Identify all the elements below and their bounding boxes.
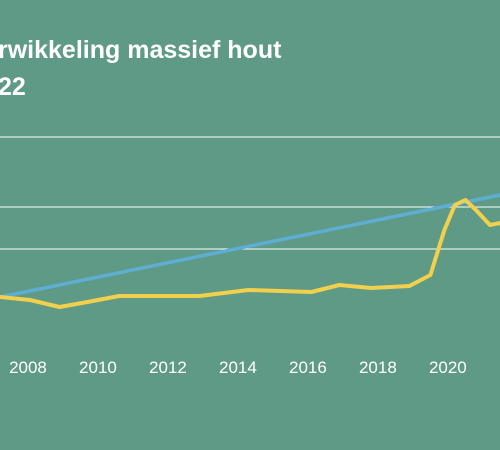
x-tick-label: 2014	[219, 358, 257, 377]
x-tick-label: 2016	[289, 358, 327, 377]
x-tick-label: 2018	[359, 358, 397, 377]
x-tick-label: 2012	[149, 358, 187, 377]
line-series	[0, 193, 500, 299]
chart-title: rwikkeling massief hout	[0, 36, 282, 64]
x-tick-label: 2010	[79, 358, 117, 377]
x-tick-label: 2008	[9, 358, 47, 377]
line-series	[0, 198, 500, 309]
chart-subtitle: 22	[0, 73, 26, 101]
x-tick-label: 2020	[429, 358, 467, 377]
